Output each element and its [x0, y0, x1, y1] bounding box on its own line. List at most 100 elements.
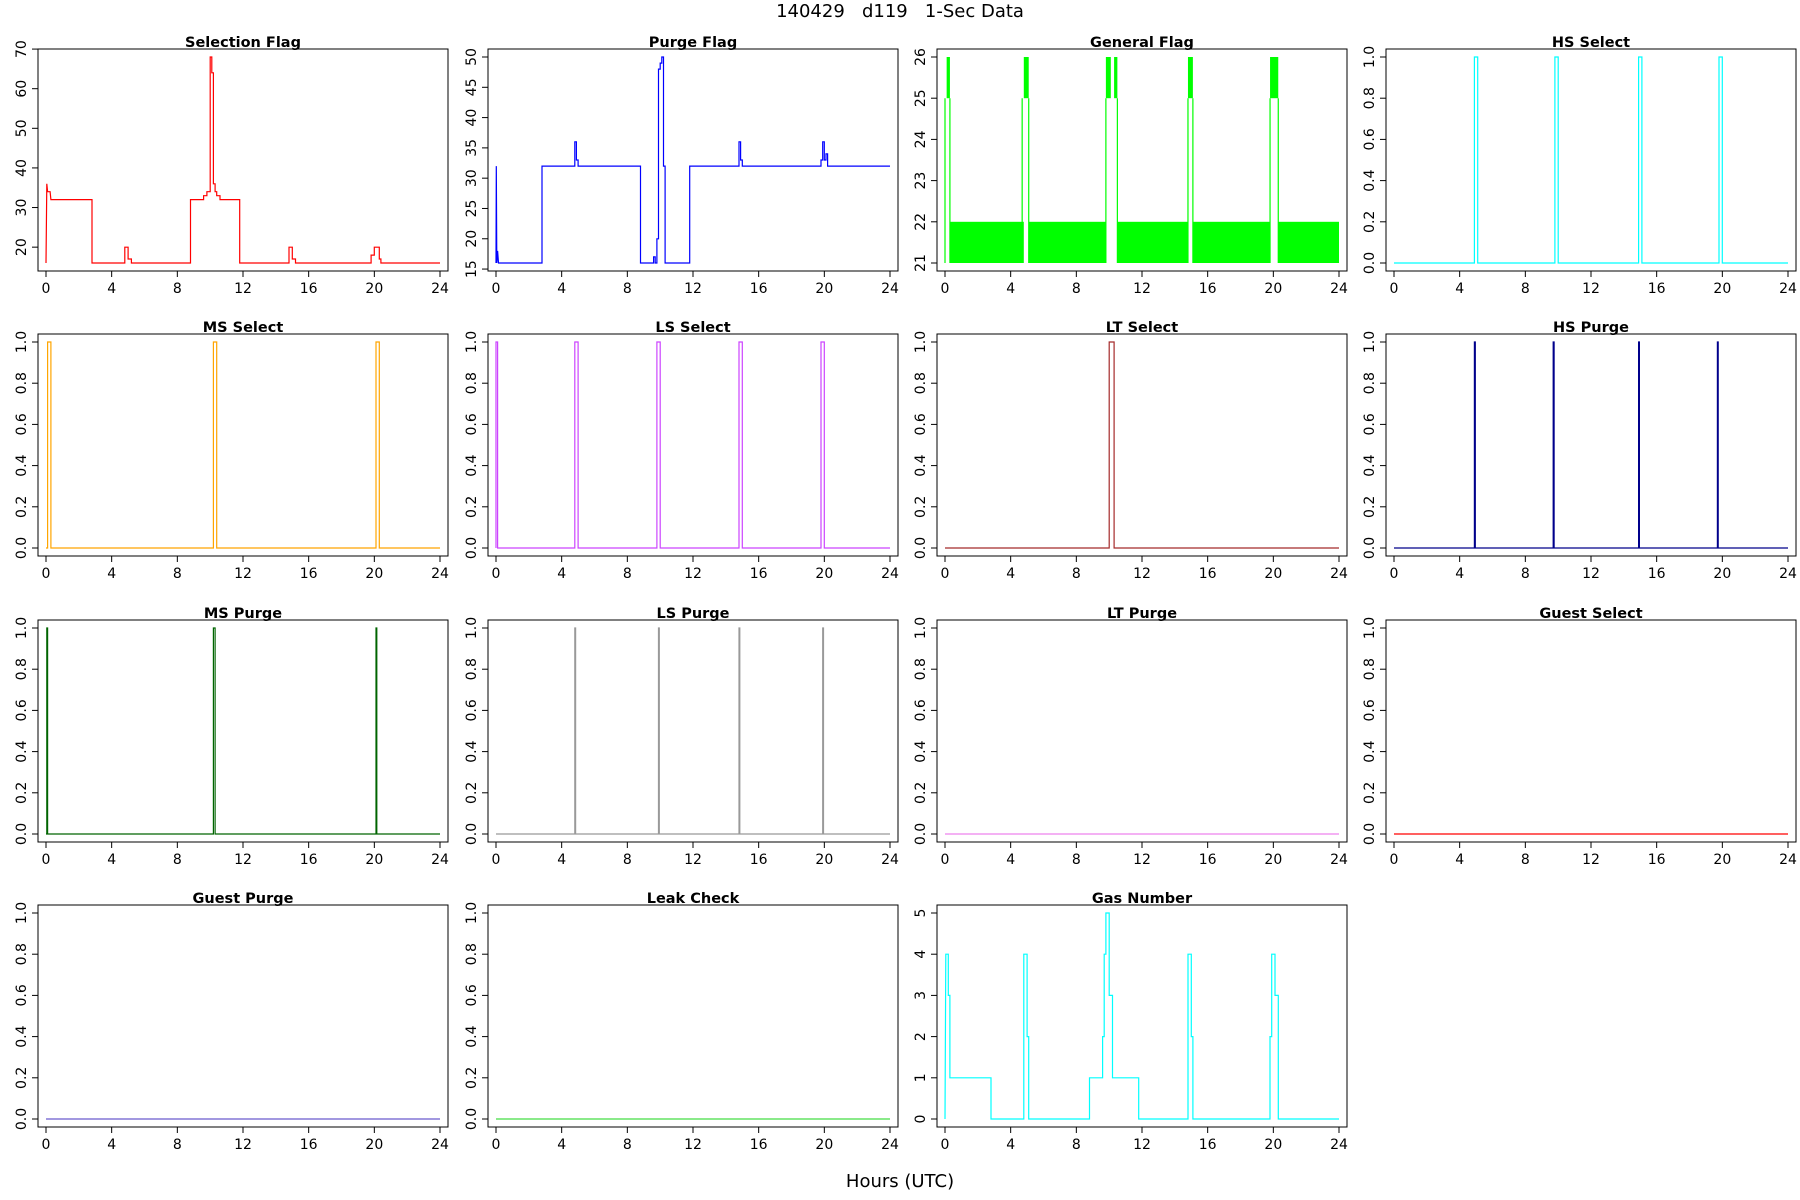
- panel-title: LT Select: [1106, 320, 1178, 336]
- x-tick-label: 16: [1199, 852, 1217, 868]
- y-tick-label: 0.8: [14, 658, 30, 680]
- y-tick-label: 45: [464, 78, 480, 96]
- y-tick-label: 1.0: [913, 617, 929, 639]
- x-tick-label: 16: [1648, 852, 1666, 868]
- x-tick-label: 8: [1072, 281, 1081, 297]
- y-tick-label: 0.6: [464, 699, 480, 721]
- x-tick-label: 16: [300, 566, 318, 582]
- plot-frame: [1385, 619, 1797, 843]
- x-tick-label: 24: [1330, 281, 1348, 297]
- y-tick-label: 0.0: [913, 537, 929, 559]
- x-tick-label: 16: [1199, 281, 1217, 297]
- x-tick-label: 16: [300, 1137, 318, 1153]
- panel-title: General Flag: [1090, 35, 1194, 51]
- x-tick-label: 8: [1521, 852, 1530, 868]
- y-tick-label: 20: [464, 230, 480, 248]
- panel-ms-purge: MS Purge 0 4 8 12 16 20 24 0.0 0.2 0.4 0.6 0.8 1.0: [14, 606, 449, 868]
- x-tick-label: 12: [234, 1137, 252, 1153]
- series-band: [1028, 221, 1106, 263]
- y-tick-label: 22: [913, 213, 929, 231]
- series-band: [1114, 57, 1118, 99]
- y-tick-label: 26: [913, 48, 929, 66]
- plot-frame: [1385, 333, 1797, 557]
- x-tick-label: 20: [1264, 1137, 1282, 1153]
- y-tick-label: 0.4: [1362, 169, 1378, 191]
- x-tick-label: 0: [42, 852, 51, 868]
- plot-frame: [487, 619, 899, 843]
- y-tick-label: 0.4: [1362, 454, 1378, 476]
- plot-frame: [37, 333, 449, 557]
- series-line: [46, 627, 440, 835]
- y-tick-label: 4: [913, 950, 929, 959]
- x-tick-label: 4: [107, 281, 116, 297]
- y-tick-label: 0.4: [14, 454, 30, 476]
- x-tick-label: 8: [173, 281, 182, 297]
- y-tick-label: 0.4: [14, 740, 30, 762]
- x-tick-label: 8: [173, 1137, 182, 1153]
- y-tick-label: 0.0: [1362, 537, 1378, 559]
- x-tick-label: 4: [1006, 1137, 1015, 1153]
- x-tick-label: 0: [941, 852, 950, 868]
- y-tick-label: 0.2: [14, 782, 30, 804]
- x-tick-label: 4: [557, 852, 566, 868]
- y-tick-label: 0.4: [464, 1025, 480, 1047]
- x-tick-label: 0: [941, 281, 950, 297]
- plot-frame: [1385, 48, 1797, 272]
- x-tick-label: 8: [173, 566, 182, 582]
- x-tick-label: 0: [492, 281, 501, 297]
- panel-purge-flag: Purge Flag 0 4 8 12 16 20 24 15 20 25 30 35 40 45 50: [464, 35, 899, 297]
- x-tick-label: 0: [1390, 852, 1399, 868]
- x-tick-label: 4: [107, 566, 116, 582]
- x-tick-label: 0: [941, 1137, 950, 1153]
- x-tick-label: 4: [1455, 566, 1464, 582]
- x-tick-label: 20: [365, 566, 383, 582]
- x-tick-label: 12: [1582, 281, 1600, 297]
- series-band: [1105, 57, 1111, 99]
- y-tick-label: 1.0: [1362, 46, 1378, 68]
- y-tick-label: 1: [913, 1073, 929, 1082]
- y-tick-label: 0.8: [14, 943, 30, 965]
- y-tick-label: 15: [464, 260, 480, 278]
- series-band: [1187, 57, 1193, 99]
- x-tick-label: 12: [234, 852, 252, 868]
- x-tick-label: 0: [1390, 566, 1399, 582]
- x-tick-label: 16: [750, 1137, 768, 1153]
- plot-frame: [487, 48, 899, 272]
- y-tick-label: 40: [464, 109, 480, 127]
- y-tick-label: 2: [913, 1032, 929, 1041]
- x-tick-label: 12: [1133, 281, 1151, 297]
- x-axis-label: Hours (UTC): [845, 1171, 955, 1192]
- x-tick-label: 24: [881, 281, 899, 297]
- x-tick-label: 24: [1330, 852, 1348, 868]
- y-tick-label: 24: [913, 130, 929, 148]
- series-band: [949, 221, 1024, 263]
- x-tick-label: 24: [1779, 566, 1797, 582]
- x-tick-label: 4: [107, 1137, 116, 1153]
- y-tick-label: 35: [464, 139, 480, 157]
- y-tick-label: 0.2: [1362, 211, 1378, 233]
- x-tick-label: 20: [365, 1137, 383, 1153]
- y-tick-label: 0.8: [913, 658, 929, 680]
- y-tick-label: 1.0: [1362, 331, 1378, 353]
- y-tick-label: 0.4: [1362, 740, 1378, 762]
- x-tick-label: 0: [492, 852, 501, 868]
- y-tick-label: 1.0: [1362, 617, 1378, 639]
- x-tick-label: 16: [750, 852, 768, 868]
- panel-title: MS Select: [203, 320, 284, 336]
- y-tick-label: 0.6: [1362, 413, 1378, 435]
- x-tick-label: 0: [492, 1137, 501, 1153]
- y-tick-label: 0.2: [464, 496, 480, 518]
- x-tick-label: 20: [1713, 281, 1731, 297]
- y-tick-label: 20: [14, 238, 30, 256]
- x-tick-label: 4: [1455, 852, 1464, 868]
- x-tick-label: 4: [107, 852, 116, 868]
- x-tick-label: 24: [431, 1137, 449, 1153]
- y-tick-label: 0.6: [14, 699, 30, 721]
- panel-guest-purge: Guest Purge 0 4 8 12 16 20 24 0.0 0.2 0.4 0.6 0.8 1.0: [14, 891, 449, 1153]
- y-tick-label: 60: [14, 80, 30, 98]
- y-tick-label: 1.0: [464, 617, 480, 639]
- x-tick-label: 24: [1330, 566, 1348, 582]
- panel-title: Guest Select: [1539, 606, 1642, 622]
- x-tick-label: 12: [1133, 852, 1151, 868]
- x-tick-label: 12: [234, 566, 252, 582]
